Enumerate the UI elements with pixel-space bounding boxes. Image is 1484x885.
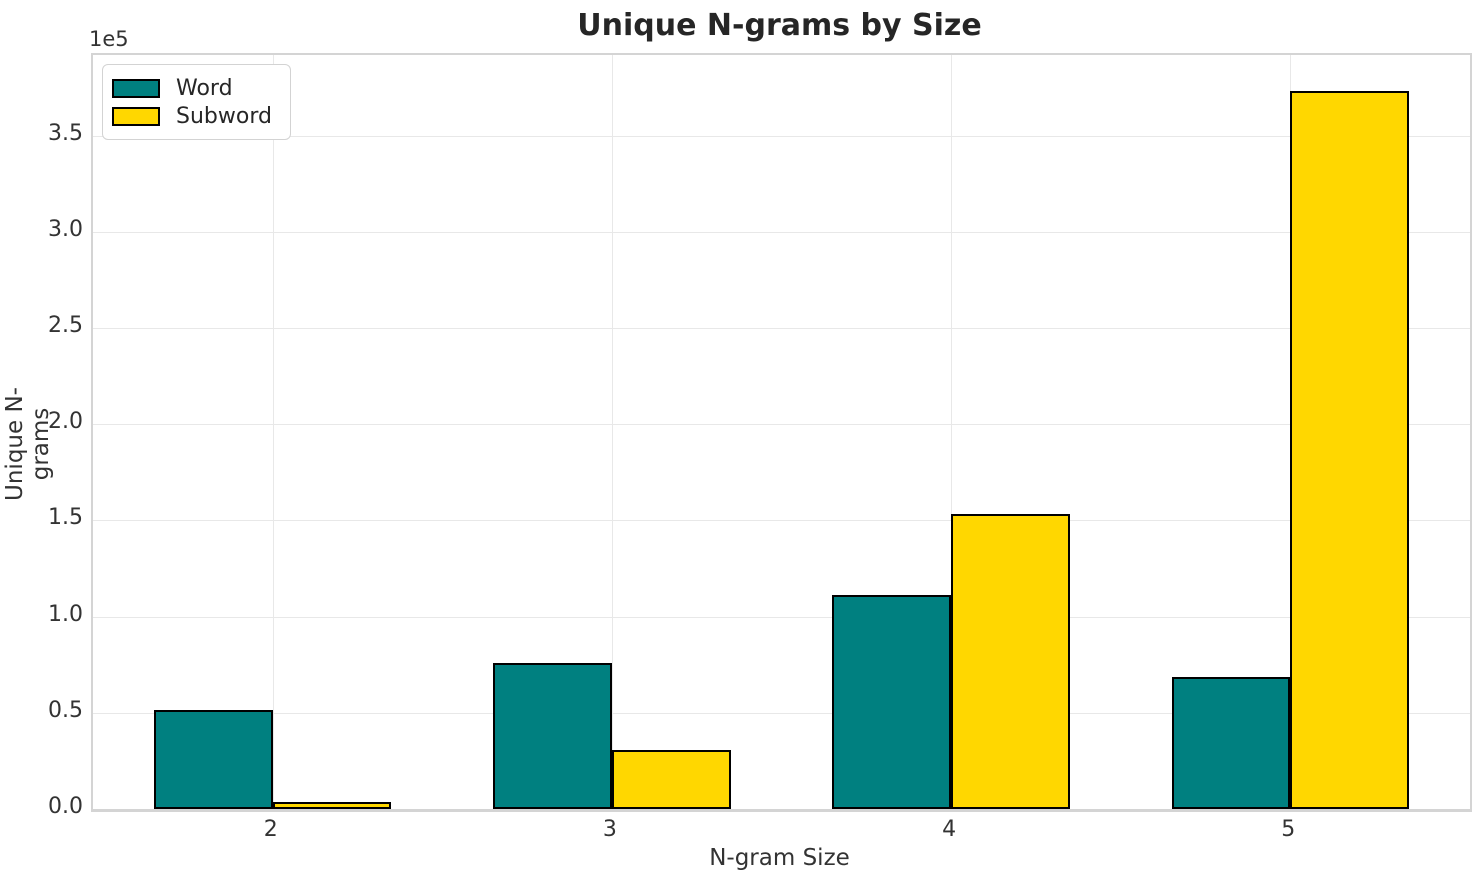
v-gridline [272,55,274,809]
v-gridline [951,55,953,809]
x-tick-label: 3 [602,817,617,842]
plot-area: Word Subword [91,53,1472,812]
x-tick-label: 5 [1281,817,1296,842]
y-tick-label: 3.5 [48,120,83,146]
bar-word-3 [493,662,612,809]
bar-subword-2 [272,801,392,809]
h-gridline [93,424,1470,426]
x-axis-label: N-gram Size [709,845,850,871]
h-gridline [93,520,1470,522]
bar-subword-3 [611,750,731,809]
legend-label-word: Word [176,75,233,101]
y-tick-label: 3.0 [48,216,83,242]
y-tick-label: 2.5 [48,313,83,339]
h-gridline [93,135,1470,137]
y-tick-label: 2.0 [48,409,83,435]
subword-series-swatch [112,106,160,126]
x-tick-label: 2 [263,817,278,842]
bar-word-2 [154,710,273,809]
v-gridline [611,55,613,809]
h-gridline [93,231,1470,233]
legend-item-subword: Subword [112,102,272,130]
y-tick-label: 1.0 [48,601,83,627]
y-tick-label: 1.5 [48,505,83,531]
bar-subword-5 [1290,90,1409,809]
x-tick-label: 4 [942,817,957,842]
y-axis-offset-text: 1e5 [89,27,129,51]
legend-item-word: Word [112,74,272,102]
bar-word-5 [1171,677,1291,809]
y-tick-label: 0.0 [48,794,83,819]
bar-word-4 [832,594,952,809]
legend: Word Subword [102,64,291,140]
bar-subword-4 [951,513,1070,809]
h-gridline [93,328,1470,330]
chart-title: Unique N-grams by Size [577,8,982,43]
h-gridline [93,712,1470,714]
legend-label-subword: Subword [176,103,272,129]
h-gridline [93,616,1470,618]
y-tick-label: 0.5 [48,697,83,723]
word-series-swatch [112,78,160,98]
